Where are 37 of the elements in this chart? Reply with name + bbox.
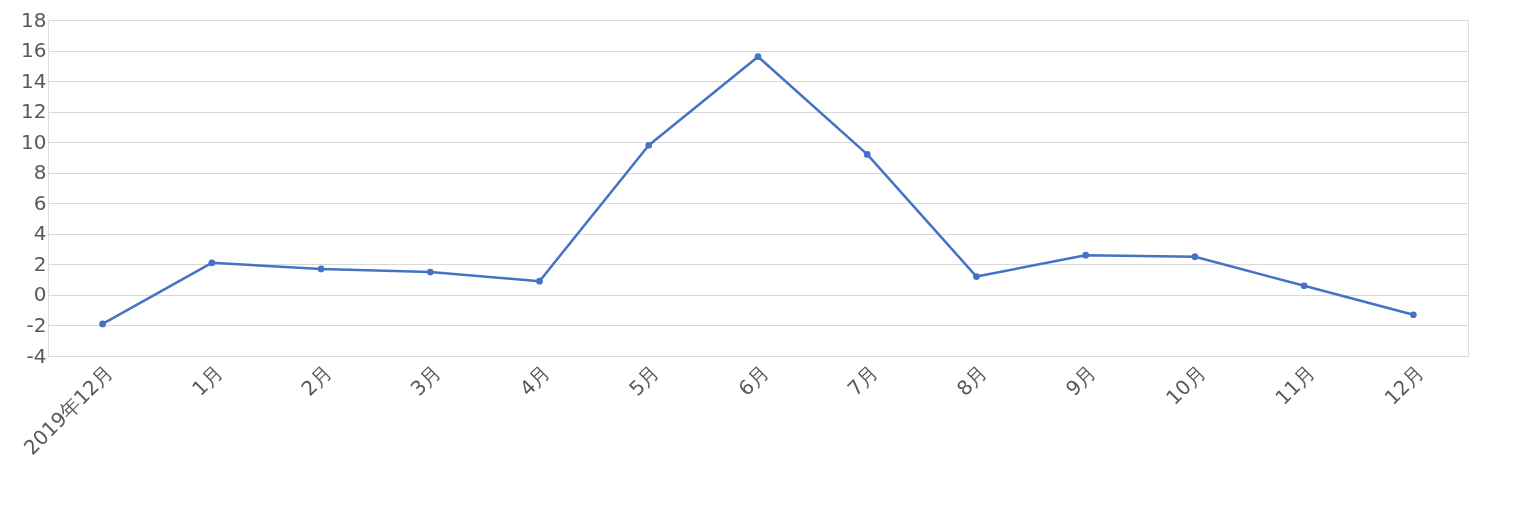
y-tick-label: 8 [33, 160, 47, 185]
point [645, 141, 653, 149]
point [536, 277, 543, 285]
x-tick-label: 6月 [733, 360, 774, 401]
point [1410, 311, 1417, 319]
x-tick-label: 8月 [951, 360, 992, 401]
point [754, 53, 762, 60]
x-tick-label: 3月 [405, 360, 446, 401]
y-tick-label: 4 [33, 221, 47, 246]
x-tick-label: 10月 [1161, 360, 1211, 410]
x-tick-label: 11月 [1270, 360, 1320, 410]
y-tick-label: -2 [26, 312, 47, 337]
point [99, 320, 106, 328]
x-tick-label: 7月 [842, 360, 883, 401]
x-tick-label: 4月 [514, 360, 555, 401]
y-tick-label: -4 [26, 343, 47, 368]
y-tick-label: 18 [21, 7, 47, 32]
point [863, 151, 871, 158]
y-tick-label: 14 [21, 68, 47, 93]
point [973, 273, 980, 280]
y-tick-label: 12 [21, 99, 47, 124]
x-tick-label: 2月 [296, 360, 337, 401]
point [426, 268, 434, 276]
y-tick-label: 10 [21, 129, 47, 154]
x-tick-label: 9月 [1060, 360, 1102, 401]
point [1082, 251, 1090, 259]
point [317, 265, 325, 273]
point [1300, 282, 1308, 290]
y-tick-label: 6 [33, 190, 47, 215]
y-tick-label: 2 [33, 251, 47, 276]
x-tick-label: 5月 [624, 360, 665, 401]
x-tick-label: 12月 [1379, 360, 1429, 410]
y-tick-label: 16 [21, 38, 47, 63]
point [1191, 253, 1199, 261]
y-tick-label: 0 [33, 282, 47, 307]
x-tick-label: 1月 [187, 360, 228, 401]
point [208, 259, 216, 267]
